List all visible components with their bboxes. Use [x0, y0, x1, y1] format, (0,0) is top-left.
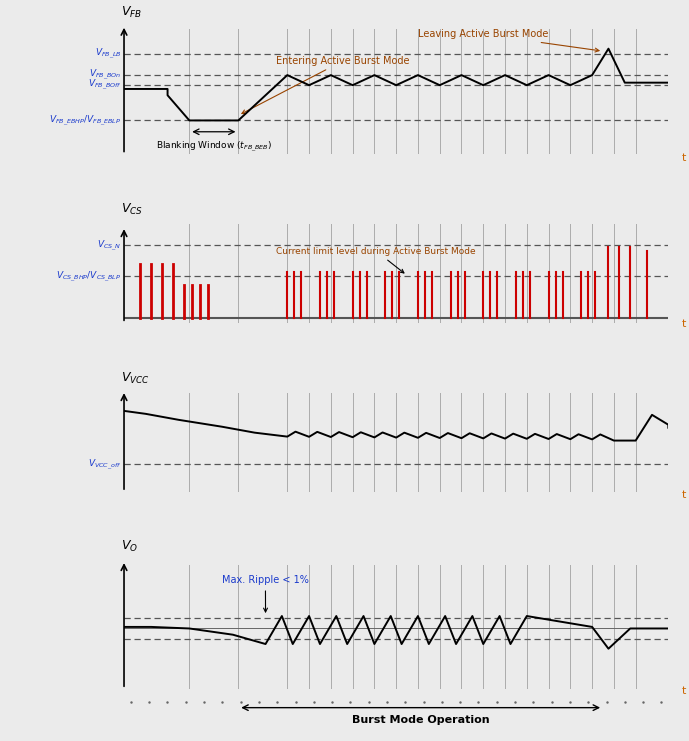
Text: $V_{FB\_BOff}$: $V_{FB\_BOff}$ — [88, 78, 121, 93]
Text: $V_{FB\_BOn}$: $V_{FB\_BOn}$ — [89, 68, 121, 82]
Text: t: t — [682, 685, 686, 696]
Text: $V_{FB}$: $V_{FB}$ — [121, 4, 143, 19]
Text: $V_{FB\_LB}$: $V_{FB\_LB}$ — [94, 47, 121, 61]
Text: Leaving Active Burst Mode: Leaving Active Burst Mode — [418, 30, 599, 52]
Text: $V_{VCC\_off}$: $V_{VCC\_off}$ — [88, 457, 121, 471]
Text: Current limit level during Active Burst Mode: Current limit level during Active Burst … — [276, 247, 476, 273]
Text: t: t — [682, 490, 686, 500]
Text: t: t — [682, 153, 686, 163]
Text: $V_{CS\_BHP}/V_{CS\_BLP}$: $V_{CS\_BHP}/V_{CS\_BLP}$ — [56, 269, 121, 284]
Text: Entering Active Burst Mode: Entering Active Burst Mode — [242, 56, 410, 113]
Text: Blanking Window ($t_{FB\_BEB}$): Blanking Window ($t_{FB\_BEB}$) — [156, 139, 272, 154]
Text: $V_{FB\_EBHP}/V_{FB\_EBLP}$: $V_{FB\_EBHP}/V_{FB\_EBLP}$ — [49, 113, 121, 127]
Text: t: t — [682, 319, 686, 329]
Text: Max. Ripple < 1%: Max. Ripple < 1% — [222, 575, 309, 612]
Text: Burst Mode Operation: Burst Mode Operation — [352, 715, 489, 725]
Text: $V_O$: $V_O$ — [121, 539, 138, 554]
Text: $V_{CS}$: $V_{CS}$ — [121, 202, 143, 217]
Text: $V_{VCC}$: $V_{VCC}$ — [121, 371, 150, 386]
Text: $V_{CS\_N}$: $V_{CS\_N}$ — [97, 238, 121, 253]
